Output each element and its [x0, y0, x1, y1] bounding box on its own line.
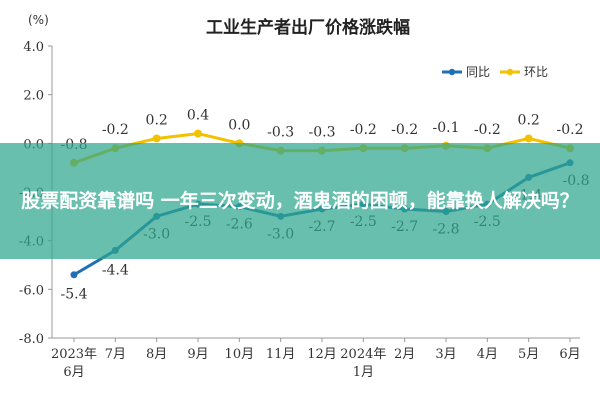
data-label: -0.3 [267, 125, 294, 141]
data-label: -0.2 [474, 122, 501, 138]
y-tick-label: 2.0 [23, 89, 44, 104]
data-label: -0.1 [433, 120, 460, 136]
legend-swatch-marker [506, 68, 514, 76]
x-tick-label: 7月 [105, 347, 126, 362]
legend-swatch-marker [448, 68, 456, 76]
data-label: 0.2 [146, 112, 168, 128]
legend-label: 同比 [466, 65, 490, 79]
data-label: -0.3 [309, 125, 336, 141]
legend: 同比 环比 [442, 65, 548, 79]
x-tick-label: 8月 [146, 347, 167, 362]
x-tick-label: 4月 [477, 347, 498, 362]
y-unit-label: (%) [28, 13, 49, 27]
data-point [524, 134, 533, 143]
data-label: -0.2 [102, 122, 129, 138]
data-point [70, 271, 78, 279]
data-point [152, 134, 161, 143]
x-tick-label: 5月 [518, 347, 539, 362]
data-label: 0.4 [187, 108, 209, 124]
data-label: -0.2 [350, 122, 377, 138]
data-label: 0.2 [518, 112, 540, 128]
x-tick-label: 3月 [435, 347, 456, 362]
x-tick-label: 6月 [559, 347, 580, 362]
data-label: -0.2 [391, 122, 418, 138]
x-tick-label: 2023年 6月 [51, 347, 97, 380]
x-tick-label: 2024年 1月 [340, 347, 386, 380]
y-tick-label: -6.0 [19, 283, 44, 298]
headline-banner: 股票配资靠谱吗 一年三次变动，酒鬼酒的困顿，能靠换人解决吗？ [0, 143, 600, 259]
legend-label: 环比 [524, 65, 548, 79]
y-tick-label: -8.0 [19, 332, 44, 347]
data-label: -4.4 [102, 262, 129, 278]
data-label: -5.4 [61, 287, 88, 303]
chart-title: 工业生产者出厂价格涨跌幅 [206, 17, 410, 38]
x-tick-label: 2月 [394, 347, 415, 362]
data-label: -0.2 [557, 122, 584, 138]
x-tick-label: 11月 [266, 347, 296, 362]
data-label: 0.0 [228, 117, 250, 133]
x-tick-label: 10月 [225, 347, 255, 362]
data-point [194, 129, 202, 138]
headline-text[interactable]: 股票配资靠谱吗 一年三次变动，酒鬼酒的困顿，能靠换人解决吗？ [21, 189, 579, 212]
x-tick-label: 12月 [307, 347, 337, 362]
x-tick-label: 9月 [187, 347, 208, 362]
y-tick-label: 4.0 [23, 40, 44, 55]
